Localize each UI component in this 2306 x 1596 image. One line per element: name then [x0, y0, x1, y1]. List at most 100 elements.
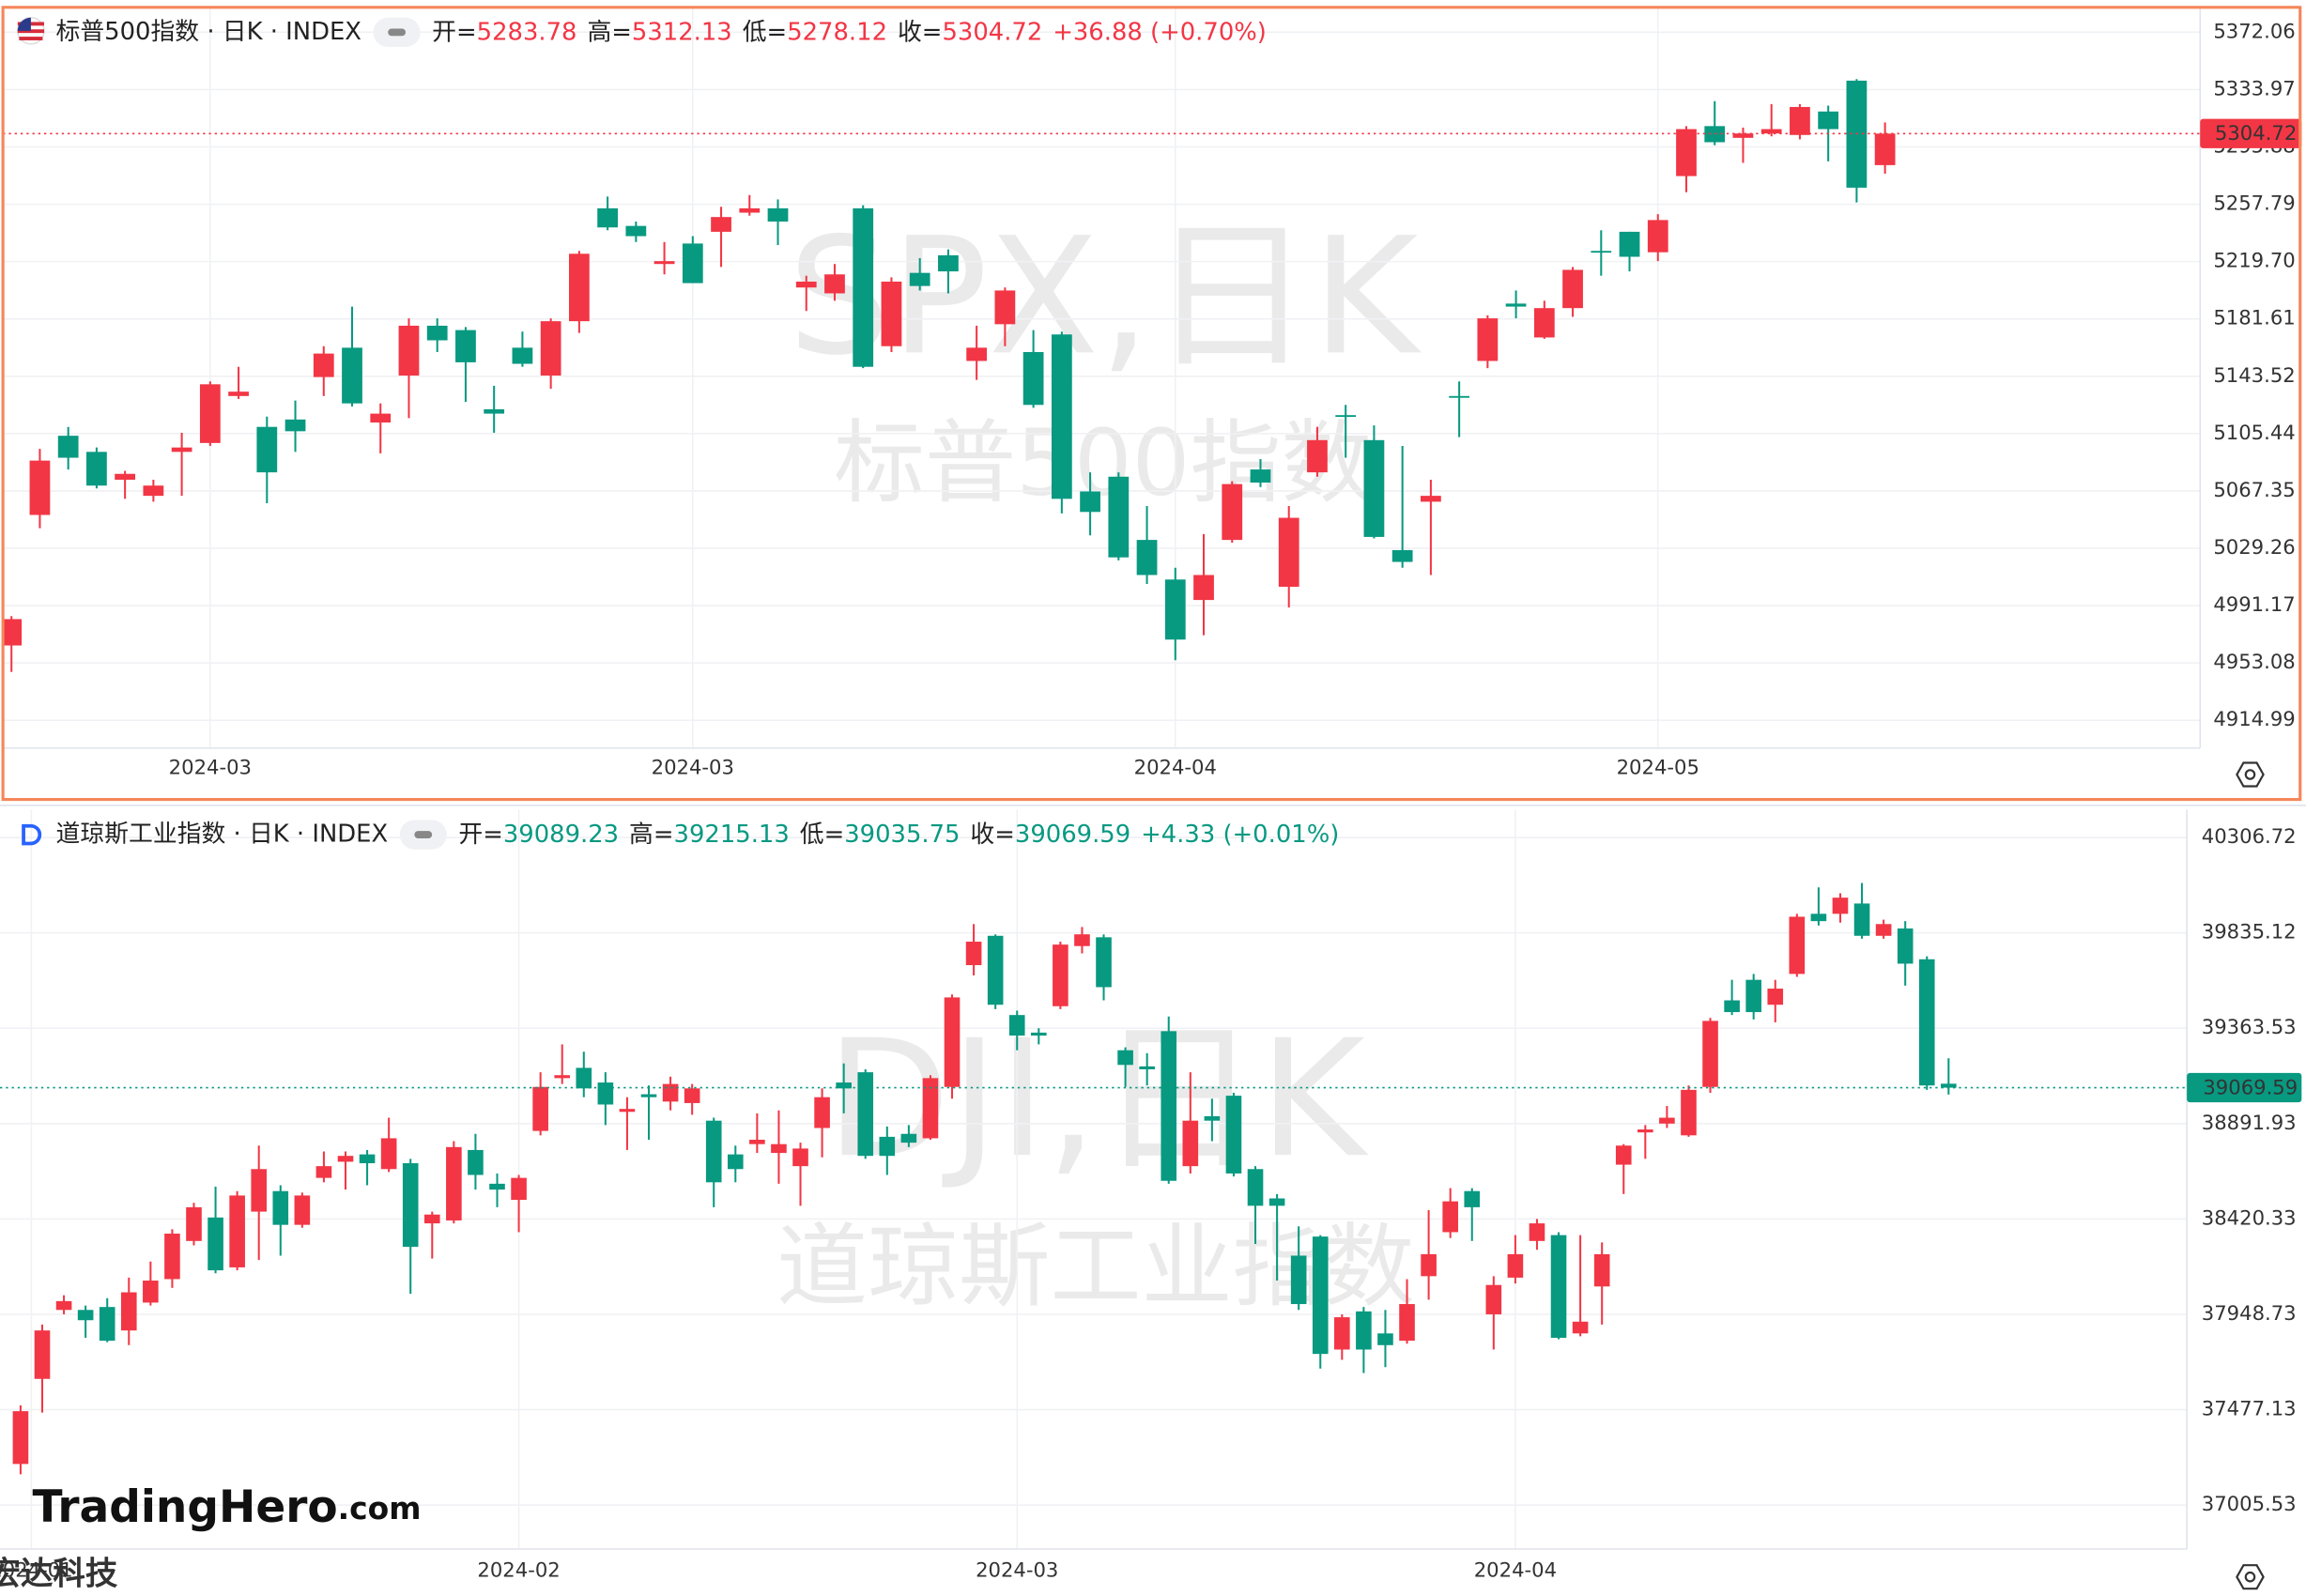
candle-body — [994, 290, 1016, 325]
y-axis: 40306.72 39835.12 39363.53 38891.93 38420.33… — [2202, 824, 2297, 1515]
candle-body — [1108, 476, 1130, 558]
candle-body — [99, 1307, 115, 1342]
watermark-symbol: DJI,日K — [826, 1005, 1369, 1193]
last-price-label: 5304.72 — [2215, 121, 2297, 145]
candle-body — [1464, 1190, 1481, 1207]
candle-body — [836, 1082, 852, 1089]
candle-body — [484, 408, 505, 414]
settings-icon[interactable] — [2236, 761, 2265, 788]
candle-body — [795, 281, 817, 288]
candle-body — [1222, 483, 1243, 541]
ohlc-value: 5312.13 — [632, 18, 732, 46]
ohlc-label: 收= — [898, 18, 942, 46]
candle-body — [359, 1154, 376, 1164]
ohlc-label: 高= — [587, 18, 631, 46]
candle-body — [1724, 1000, 1740, 1013]
candle-body — [824, 274, 845, 294]
candle-body — [229, 1195, 245, 1267]
candle-body — [739, 207, 761, 213]
y-tick-label: 4991.17 — [2213, 592, 2295, 616]
candle-body — [143, 485, 164, 497]
us-flag-icon — [17, 16, 45, 45]
x-tick-label: 2024-02 — [477, 1558, 560, 1581]
candle-body — [1377, 1333, 1393, 1345]
candle-body — [1818, 111, 1839, 130]
candle-body — [1533, 308, 1555, 338]
x-tick-label: 2024-03 — [652, 756, 734, 779]
symbol-title: 标普500指数 · 日K · INDEX — [56, 18, 361, 46]
candle-body — [1031, 1032, 1047, 1036]
candle-body — [653, 261, 675, 265]
plot-area: DJI,日K 道琼斯工业指数 — [0, 809, 2188, 1549]
settings-icon[interactable] — [2236, 1564, 2265, 1590]
candle-body — [164, 1234, 180, 1280]
candle-body — [965, 942, 982, 966]
candle-body — [29, 460, 51, 515]
candle-body — [857, 1072, 874, 1157]
candle-body — [115, 473, 136, 480]
candle-body — [1278, 517, 1299, 587]
ohlc-legend: 开=39089.23 高=39215.13 低=39035.75 收=39069.59… — [458, 821, 1339, 849]
last-price-badge — [2200, 118, 2302, 148]
candle-body — [1550, 1235, 1567, 1338]
x-tick-label: 2024-04 — [1474, 1558, 1557, 1581]
y-tick-label: 38891.93 — [2202, 1111, 2297, 1134]
x-tick-label: 2024-01 — [0, 1558, 73, 1581]
candle-body — [1832, 898, 1849, 914]
symbol-title: 道琼斯工业指数 · 日K · INDEX — [56, 821, 389, 849]
candle-body — [1136, 540, 1158, 575]
ohlc-value: 39215.13 — [674, 821, 790, 849]
candle-body — [370, 413, 392, 423]
candle-body — [208, 1217, 223, 1271]
candle-body — [597, 1082, 614, 1105]
candle-body — [1941, 1083, 1957, 1088]
candle-body — [1074, 934, 1090, 946]
candle-body — [597, 207, 618, 228]
candle-body — [1810, 913, 1827, 922]
candle-body — [468, 1149, 484, 1175]
candle-body — [402, 1163, 419, 1248]
candle-body — [1008, 1015, 1025, 1036]
panel-border — [1, 6, 2302, 802]
collapse-pill-dot — [414, 831, 433, 838]
logo-name: TradingHero — [32, 1481, 337, 1532]
candle-body — [380, 1138, 397, 1170]
candle-body — [727, 1154, 744, 1170]
candle-body — [1193, 575, 1214, 601]
chart-panel: DJI,日K 道琼斯工业指数 40306.72 39835.12 39363.53 388… — [0, 809, 2302, 1581]
ohlc-label: 开= — [432, 18, 476, 46]
candle-body — [1897, 928, 1914, 964]
candle-body — [1732, 133, 1754, 138]
candle-body — [640, 1094, 657, 1097]
ohlc-value: 39035.75 — [844, 821, 960, 849]
collapse-pill-dot — [388, 28, 407, 37]
candle-body — [1022, 352, 1044, 406]
candle-body — [77, 1310, 94, 1321]
candle-body — [881, 281, 902, 346]
candle-body — [1334, 1317, 1350, 1350]
candle-body — [1363, 439, 1385, 537]
candle-body — [1767, 989, 1784, 1005]
candle-body — [1875, 924, 1892, 936]
ohlc-legend: 开=5283.78 高=5312.13 低=5278.12 收=5304.72 +36.… — [432, 18, 1267, 46]
y-tick-label: 5219.70 — [2213, 249, 2295, 272]
candle-body — [922, 1078, 939, 1139]
candle-body — [619, 1109, 636, 1113]
candle-body — [554, 1075, 571, 1079]
candle-body — [199, 384, 221, 443]
candle-body — [749, 1140, 765, 1144]
candle-body — [342, 347, 362, 404]
ohlc-label: 低= — [743, 18, 787, 46]
candle-body — [1591, 251, 1612, 253]
candle-body — [1053, 944, 1068, 1006]
y-tick-label: 39835.12 — [2202, 920, 2297, 944]
ohlc-value: 5304.72 — [942, 18, 1042, 46]
candle-body — [313, 353, 334, 377]
candle-body — [1789, 916, 1806, 974]
candle-body — [1853, 903, 1870, 936]
candle-body — [879, 1136, 896, 1157]
candle-body — [426, 325, 448, 341]
y-tick-label: 5181.61 — [2213, 306, 2295, 330]
